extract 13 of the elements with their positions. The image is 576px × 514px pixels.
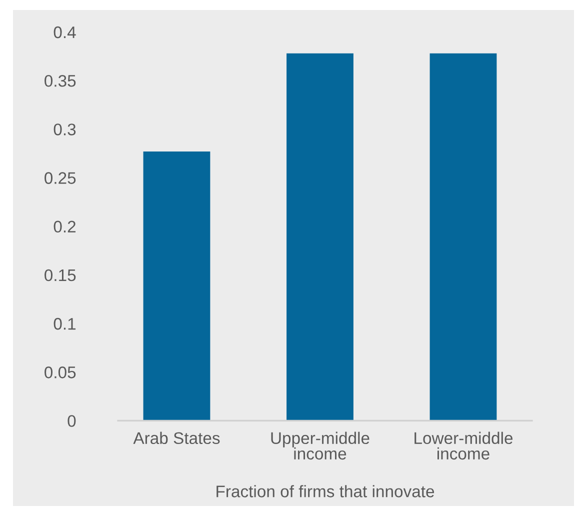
- y-tick-label: 0.15: [44, 269, 76, 282]
- y-tick-label: 0.35: [44, 74, 76, 87]
- y-tick-label: 0.2: [54, 220, 76, 233]
- x-tick-label: Upper-middle income: [271, 432, 370, 460]
- y-tick-label: 0.4: [54, 26, 76, 38]
- y-tick-label: 0: [68, 415, 76, 427]
- y-tick-label: 0.05: [44, 366, 76, 378]
- y-tick-label: 0.1: [54, 318, 76, 330]
- x-tick-label: Lower-middle income: [414, 432, 513, 460]
- y-tick-label: 0.3: [54, 124, 76, 136]
- x-axis-title: Fraction of firms that innovate: [216, 485, 434, 498]
- x-tick-label: Arab States: [133, 432, 220, 444]
- y-tick-label: 0.25: [44, 172, 76, 184]
